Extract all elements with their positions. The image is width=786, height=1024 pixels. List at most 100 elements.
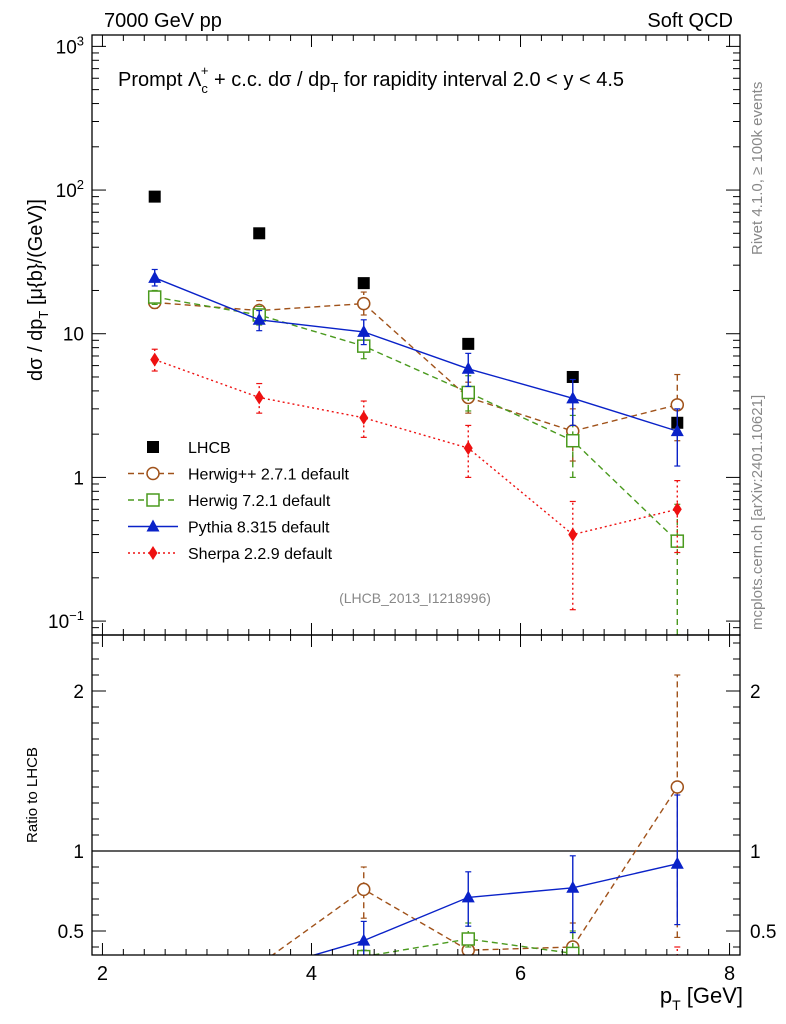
legend-marker-lhcb xyxy=(147,441,159,453)
ratio-point-herwig-2-7-1-default xyxy=(356,882,371,897)
title-sub: c xyxy=(201,81,208,96)
plot-title: Prompt Λc + + c.c. dσ / dpT for rapidity … xyxy=(118,63,624,96)
main-point-lhcb xyxy=(253,227,266,240)
main-point-herwig-2-7-1-default xyxy=(356,296,371,311)
main-point-sherpa-2-2-9-default xyxy=(672,502,682,517)
main-series-sherpa-2-2-9-default xyxy=(150,348,682,611)
legend-marker-pythia-8-315-default xyxy=(146,519,160,532)
ratio-plot-frame xyxy=(91,634,741,956)
y-tick-label: 102 xyxy=(56,177,84,202)
main-point-herwig-7-2-1-default xyxy=(147,290,162,304)
main-line-pythia-8-315-default xyxy=(154,277,678,432)
legend: LHCB Herwig++ 2.7.1 default Herwig 7.2.1 d… xyxy=(128,440,350,563)
main-plot-frame xyxy=(91,34,741,636)
ratio-point-pythia-8-315-default xyxy=(566,880,580,893)
ratio-y-tick-label-right: 2 xyxy=(750,682,761,703)
ratio-point-herwig-2-7-1-default xyxy=(149,976,161,988)
ratio-point-herwig-7-2-1-default xyxy=(253,962,265,974)
energy-label: 7000 GeV pp xyxy=(104,10,222,32)
ratio-point-pythia-8-315-default xyxy=(461,890,475,903)
ratio-point-sherpa-2-2-9-default xyxy=(359,985,368,999)
main-y-axis-label: dσ / dpT [μ{b}/(GeV)] xyxy=(25,199,51,381)
main-point-pythia-8-315-default xyxy=(566,391,580,404)
title-sup: + xyxy=(201,63,209,78)
main-point-sherpa-2-2-9-default xyxy=(463,441,473,456)
legend-marker-herwig-2-7-1-default xyxy=(146,466,160,481)
ratio-y-tick-label-right: 1 xyxy=(750,842,761,863)
ratio-line-herwig-2-7-1-default xyxy=(271,786,678,955)
xlabel-sub: T xyxy=(672,997,681,1013)
y-tick-label: 10 xyxy=(63,325,84,346)
y-tick-label: 10−1 xyxy=(48,608,84,633)
y-tick-label: 1 xyxy=(73,468,84,489)
x-tick-label: 4 xyxy=(306,963,317,985)
main-line-sherpa-2-2-9-default xyxy=(154,358,678,536)
main-line-herwig-2-7-1-default xyxy=(154,301,678,432)
ratio-point-herwig-7-2-1-default xyxy=(566,946,580,955)
x-tick-label: 2 xyxy=(97,963,108,985)
ratio-y-tick-label: 0.5 xyxy=(58,922,84,943)
title-prefix: Prompt Λ xyxy=(118,69,202,91)
mcplots-label: mcplots.cern.ch [arXiv:2401.10621] xyxy=(749,395,766,630)
main-series-pythia-8-315-default xyxy=(148,268,684,467)
x-tick-label: 6 xyxy=(515,963,526,985)
ratio-y-tick-label: 1 xyxy=(73,842,84,863)
ratio-point-sherpa-2-2-9-default xyxy=(255,992,264,1006)
ratio-line-sherpa-2-2-9-default xyxy=(155,971,678,999)
main-point-pythia-8-315-default xyxy=(357,324,371,337)
ratio-point-herwig-7-2-1-default xyxy=(461,932,476,946)
legend-label-pythia-8-315-default: Pythia 8.315 default xyxy=(188,520,330,537)
legend-label-herwig-2-7-1-default: Herwig++ 2.7.1 default xyxy=(188,467,350,484)
ratio-line-pythia-8-315-default xyxy=(311,863,678,955)
main-point-lhcb xyxy=(462,337,475,350)
ratio-y-tick-label-right: 0.5 xyxy=(750,922,776,943)
ratio-series-herwig-2-7-1-default xyxy=(149,674,685,988)
main-point-herwig-7-2-1-default xyxy=(566,433,580,448)
main-series-herwig-7-2-1-default xyxy=(147,289,685,635)
ratio-point-herwig-7-2-1-default xyxy=(149,973,161,985)
main-point-sherpa-2-2-9-default xyxy=(568,527,578,542)
ratio-y-axis-label: Ratio to LHCB xyxy=(24,747,41,843)
ratio-series-herwig-7-2-1-default xyxy=(149,922,581,985)
ratio-y-tick-label: 2 xyxy=(73,682,84,703)
ratio-point-sherpa-2-2-9-default xyxy=(568,991,577,1005)
title-mid: + c.c. dσ / dp xyxy=(208,69,330,91)
main-series-herwig-2-7-1-default xyxy=(147,291,685,462)
ratio-point-herwig-2-7-1-default xyxy=(253,959,265,971)
ratio-line-herwig-7-2-1-default xyxy=(369,938,581,955)
xlabel-main: p xyxy=(660,983,672,1008)
main-line-herwig-7-2-1-default xyxy=(154,296,678,542)
x-tick-label: 8 xyxy=(724,963,735,985)
ylabel-tail: [μ{b}/(GeV)] xyxy=(25,199,47,311)
ratio-point-herwig-2-7-1-default xyxy=(670,780,685,794)
ratio-point-sherpa-2-2-9-default xyxy=(464,974,473,988)
y-tick-label: 103 xyxy=(56,33,84,58)
title-sub-t: T xyxy=(330,80,338,95)
analysis-label: (LHCB_2013_I1218996) xyxy=(339,590,491,606)
legend-marker-herwig-7-2-1-default xyxy=(146,493,160,507)
main-point-lhcb xyxy=(357,277,370,290)
category-label: Soft QCD xyxy=(647,10,733,32)
rivet-label: Rivet 4.1.0, ≥ 100k events xyxy=(749,82,766,255)
ratio-series-pythia-8-315-default xyxy=(148,794,684,976)
ratio-series-sherpa-2-2-9-default xyxy=(150,946,681,1006)
axes: 2 4 6 8 10−1 1 10 102 103 0.5 0.5 1 1 2 2 xyxy=(48,33,776,985)
ratio-point-pythia-8-315-default xyxy=(253,964,266,976)
legend-label-lhcb: LHCB xyxy=(188,440,231,457)
main-point-pythia-8-315-default xyxy=(461,361,475,374)
main-point-herwig-7-2-1-default xyxy=(461,385,476,400)
ratio-point-sherpa-2-2-9-default xyxy=(150,992,159,1006)
ratio-point-pythia-8-315-default xyxy=(670,856,684,869)
main-point-sherpa-2-2-9-default xyxy=(254,390,264,405)
main-point-pythia-8-315-default xyxy=(670,424,684,437)
main-point-pythia-8-315-default xyxy=(148,270,162,283)
main-point-sherpa-2-2-9-default xyxy=(359,410,369,425)
ratio-point-pythia-8-315-default xyxy=(357,933,371,946)
main-panel-data xyxy=(147,190,685,635)
main-point-lhcb xyxy=(148,190,161,203)
ylabel-main: dσ / dp xyxy=(25,319,47,381)
x-axis-label: pT [GeV] xyxy=(660,983,743,1013)
legend-label-sherpa-2-2-9-default: Sherpa 2.2.9 default xyxy=(188,546,333,563)
ratio-point-pythia-8-315-default xyxy=(148,961,161,973)
